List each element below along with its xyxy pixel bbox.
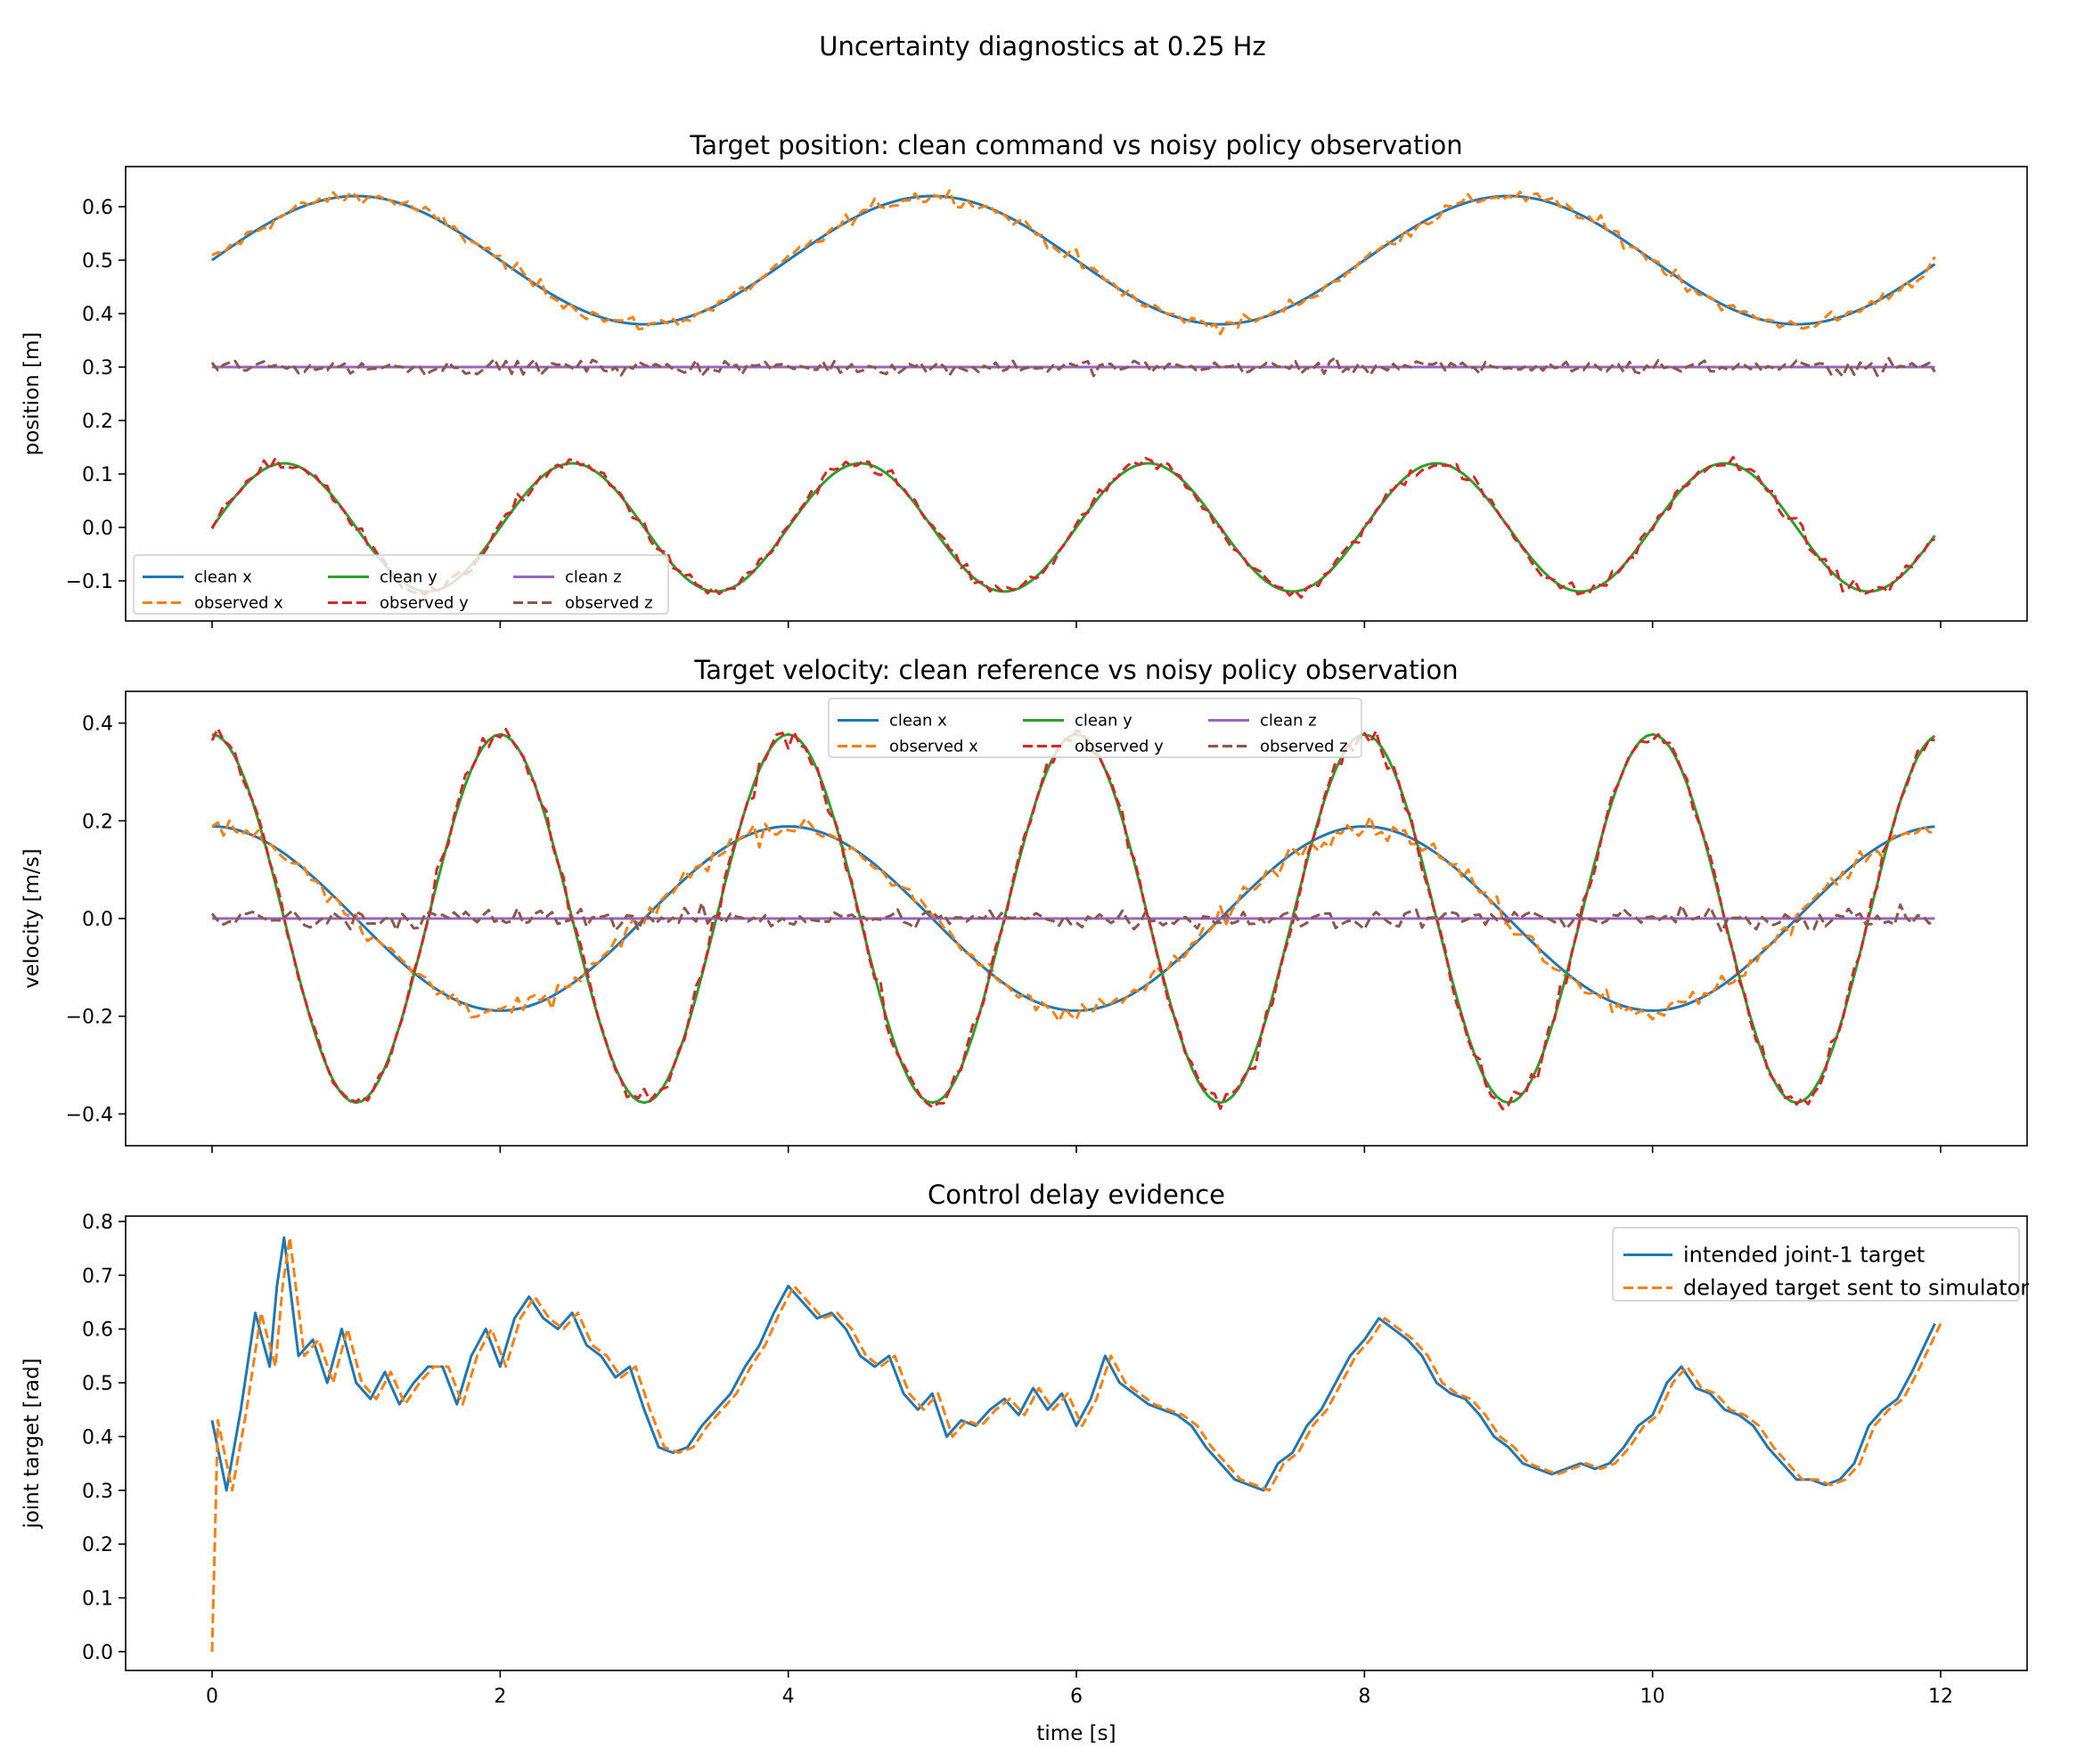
y-tick-label: 0.0 xyxy=(82,909,113,931)
panel-position: Target position: clean command vs noisy … xyxy=(20,130,2028,628)
legend-label: observed y xyxy=(1075,738,1164,756)
y-tick-label: 0.6 xyxy=(82,1319,113,1342)
y-tick-label: −0.2 xyxy=(66,1007,113,1029)
plot-area xyxy=(210,1236,1942,1652)
y-tick-label: 0.3 xyxy=(82,1481,113,1503)
y-tick-label: 0.5 xyxy=(82,1373,113,1395)
legend-label: observed z xyxy=(565,594,653,613)
legend-label: clean y xyxy=(380,568,437,587)
x-tick-label: 12 xyxy=(1928,1686,1953,1708)
y-tick-label: 0.4 xyxy=(82,1426,113,1449)
y-tick-label: 0.3 xyxy=(82,357,113,380)
series-line-observed-z xyxy=(210,355,1936,378)
series-line-observed-z xyxy=(210,901,1936,934)
y-tick-label: 0.2 xyxy=(82,1534,113,1556)
x-tick-label: 8 xyxy=(1358,1686,1370,1708)
series-line-clean-x xyxy=(211,825,1935,1012)
x-tick-label: 6 xyxy=(1070,1686,1083,1708)
x-axis-label: time [s] xyxy=(1036,1722,1116,1745)
panel-delay: Control delay evidence joint target [rad]… xyxy=(20,1180,2029,1745)
series-line-delayed xyxy=(210,1236,1942,1652)
series-line-observed-x xyxy=(211,189,1936,336)
y-axis-label: velocity [m/s] xyxy=(20,848,44,988)
series-line-clean-x xyxy=(211,194,1936,326)
y-axis-label: position [m] xyxy=(20,332,44,456)
y-tick-label: 0.0 xyxy=(82,1642,113,1664)
series-line-observed-y xyxy=(210,727,1935,1111)
y-tick-label: 0.4 xyxy=(82,304,113,326)
series-line-intended xyxy=(210,1236,1936,1492)
y-tick-label: 0.5 xyxy=(82,250,113,273)
y-tick-label: 0.1 xyxy=(82,464,113,486)
legend-label: observed x xyxy=(194,594,283,613)
y-tick-label: 0.1 xyxy=(82,1588,113,1611)
legend-label: clean x xyxy=(889,712,947,731)
y-tick-label: −0.4 xyxy=(66,1104,113,1126)
y-tick-label: 0.8 xyxy=(82,1212,113,1234)
panel-title: Target position: clean command vs noisy … xyxy=(689,130,1462,160)
legend-label: intended joint-1 target xyxy=(1683,1243,1925,1268)
y-tick-label: −0.1 xyxy=(66,571,113,593)
panel-title: Target velocity: clean reference vs nois… xyxy=(693,655,1458,685)
legend-label: clean z xyxy=(1260,712,1317,731)
series-line-observed-y xyxy=(210,455,1936,600)
figure-suptitle: Uncertainty diagnostics at 0.25 Hz xyxy=(819,31,1265,61)
legend-label: observed z xyxy=(1260,738,1348,756)
y-axis-label: joint target [rad] xyxy=(20,1358,44,1529)
x-tick-label: 10 xyxy=(1640,1686,1665,1708)
x-tick-label: 0 xyxy=(206,1686,218,1708)
x-tick-label: 4 xyxy=(782,1686,795,1708)
plot-area xyxy=(210,189,1936,600)
legend-label: delayed target sent to simulator xyxy=(1683,1276,2029,1301)
legend-label: observed y xyxy=(380,594,469,613)
legend: clean x observed x clean y observed y clean … xyxy=(133,554,669,615)
series-line-clean-y xyxy=(210,461,1936,593)
legend-label: clean z xyxy=(565,568,622,587)
y-tick-label: 0.2 xyxy=(82,811,113,833)
y-tick-label: 0.7 xyxy=(82,1265,113,1287)
panel-title: Control delay evidence xyxy=(928,1180,1225,1210)
x-tick-label: 2 xyxy=(494,1686,506,1708)
panel-velocity: Target velocity: clean reference vs nois… xyxy=(20,655,2028,1153)
y-tick-label: 0.2 xyxy=(82,411,113,433)
series-line-observed-x xyxy=(211,815,1935,1023)
legend: intended joint-1 target delayed target se… xyxy=(1612,1227,2029,1302)
y-tick-label: 0.0 xyxy=(82,518,113,540)
y-tick-label: 0.6 xyxy=(82,197,113,219)
legend-label: clean x xyxy=(194,568,252,587)
legend-label: clean y xyxy=(1075,712,1132,731)
legend-label: observed x xyxy=(889,738,978,756)
legend: clean x observed x clean y observed y clean … xyxy=(828,698,1362,758)
y-tick-label: 0.4 xyxy=(82,714,113,736)
